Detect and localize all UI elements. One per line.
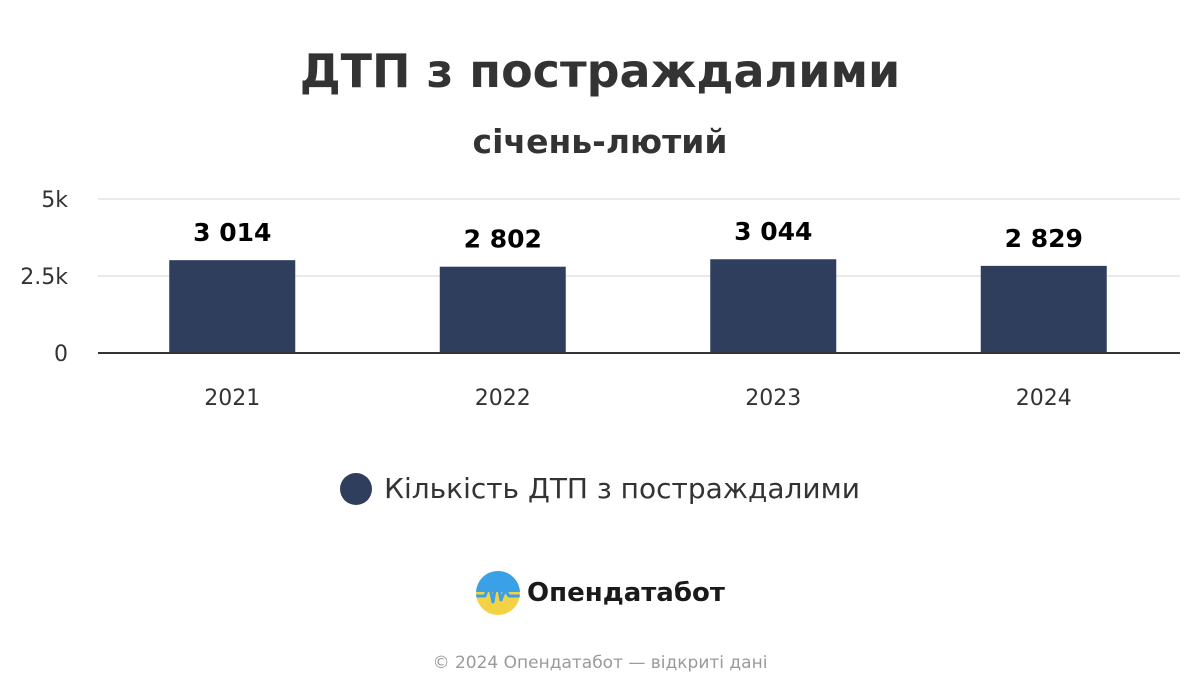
footer-credits[interactable]: © 2024 Опендатабот — відкриті дані [432,653,768,673]
x-tick-label: 2022 [475,386,531,411]
x-tick-label: 2021 [204,386,260,411]
brand: Опендатабот [0,570,1200,616]
brand-name: Опендатабот [527,578,725,608]
y-tick-label: 2.5k [20,265,68,290]
bar-chart: 0 2.5k 5k 3 014 2021 2 802 2022 3 044 2023 2 829 2… [20,188,1180,411]
bar [169,260,296,353]
data-label: 3 044 [734,217,812,246]
legend-label: Кількість ДТП з постраждалими [384,472,860,505]
bar [710,259,837,353]
x-tick-label: 2023 [745,386,801,411]
opendatabot-logo-icon [476,571,521,615]
bar [439,266,566,353]
y-tick-label: 5k [41,188,68,213]
y-tick-label: 0 [54,342,68,367]
legend[interactable]: Кількість ДТП з постраждалими [0,472,1200,505]
data-label: 3 014 [193,218,271,247]
bar [980,265,1107,353]
chart-title: ДТП з постраждалими [299,44,901,98]
data-label: 2 802 [464,225,542,254]
x-tick-label: 2024 [1016,386,1072,411]
data-label: 2 829 [1005,224,1083,253]
legend-swatch [340,472,373,505]
chart-subtitle: січень-лютий [472,122,728,161]
